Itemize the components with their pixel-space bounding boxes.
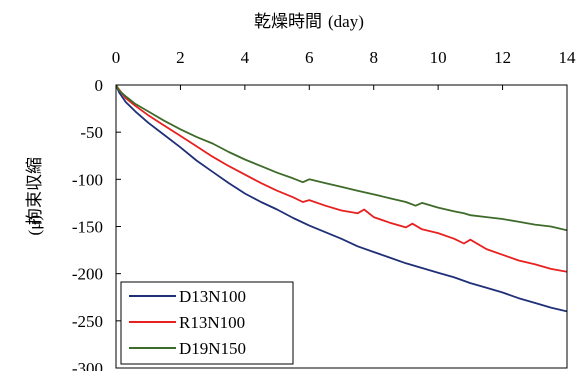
y-tick-label: 0 <box>95 76 104 95</box>
series-line-d13n100 <box>116 85 567 313</box>
legend-label: D13N100 <box>179 287 246 306</box>
legend-label: R13N100 <box>179 313 245 332</box>
x-tick-label: 10 <box>430 48 447 67</box>
x-tick-label: 14 <box>559 48 577 67</box>
y-tick-label: -300 <box>72 359 103 371</box>
y-axis-unit: (μ) <box>25 215 44 235</box>
series-line-d19n150 <box>116 85 567 232</box>
x-tick-label: 4 <box>241 48 250 67</box>
y-tick-label: -200 <box>72 265 103 284</box>
y-tick-label: -250 <box>72 312 103 331</box>
legend: D13N100 R13N100 D19N150 <box>120 281 294 365</box>
plot-frame <box>115 84 568 369</box>
x-axis-unit: (day) <box>328 12 364 31</box>
y-tick-label: -50 <box>80 123 103 142</box>
x-tick-label: 2 <box>176 48 185 67</box>
y-tick-label: -100 <box>72 170 103 189</box>
x-tick-label: 12 <box>494 48 511 67</box>
x-tick-label: 6 <box>305 48 314 67</box>
x-axis-label: 乾燥時間 <box>254 12 322 32</box>
y-tick-label: -150 <box>72 218 103 237</box>
y-axis-label: 拘束収縮 <box>25 157 45 225</box>
x-tick-label: 0 <box>112 48 121 67</box>
x-tick-label: 8 <box>369 48 378 67</box>
series-line-r13n100 <box>116 85 567 273</box>
legend-label: D19N150 <box>179 339 246 358</box>
